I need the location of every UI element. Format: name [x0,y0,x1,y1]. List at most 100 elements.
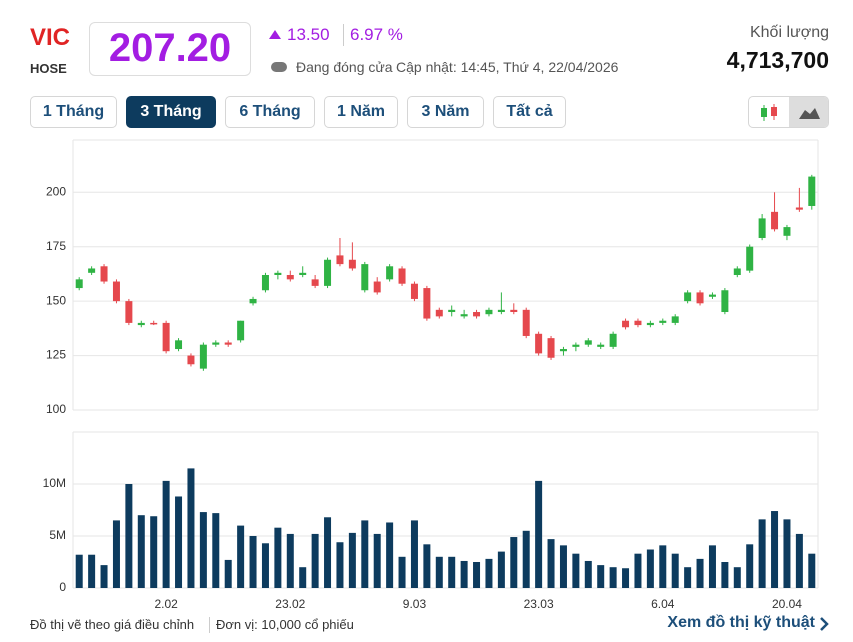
candle-body [584,340,592,345]
status-dot [271,62,287,72]
candle-body [510,309,518,313]
candle-body [274,272,282,275]
tab-active[interactable]: 3 Tháng [126,96,216,128]
symbol: VIC [30,24,71,51]
candle-body [733,268,741,275]
up-arrow [269,30,281,39]
volume-bar [535,480,543,588]
volume-bar [808,553,816,588]
candle-body [485,309,493,315]
price: 207.20 [108,26,232,70]
volume-bar [423,544,431,588]
volume-bar [721,562,729,588]
x-tick-label: 9.03 [403,597,427,611]
volume-bar [795,533,803,588]
volume-bar [547,539,555,588]
tab[interactable]: 3 Năm [407,96,484,128]
candle-icon[interactable] [749,97,789,127]
volume-bar [659,545,667,588]
volume-bar [435,556,443,588]
candle-body [448,309,456,313]
volume-bar [237,525,245,588]
chart-toggle [748,96,829,128]
candle-body [212,342,220,345]
candle-body [460,314,468,317]
candle-body [199,344,207,369]
volume-bar [150,516,158,588]
volume-bar [485,558,493,588]
candle-body [622,320,630,328]
volume-bar [398,556,406,588]
candle-body [435,309,443,317]
volume-bar [634,553,642,588]
candle-body [696,292,704,304]
volume-bar [783,519,791,588]
volume-bar [473,562,481,588]
volume-label: Khối lượng [749,24,829,41]
volume-bar [311,533,319,588]
volume-bar [299,567,307,588]
area-icon[interactable] [789,97,829,127]
volume-bar [125,484,133,588]
updated: Cập nhật: 14:45, Thứ 4, 22/04/2026 [396,59,619,75]
candle-body [299,272,307,275]
y-tick-label: 150 [46,293,66,307]
candle-body [311,279,319,286]
tab[interactable]: Tất cả [493,96,566,128]
x-tick-label: 23.03 [524,597,554,611]
candle-body [634,320,642,326]
tab[interactable]: 6 Tháng [225,96,315,128]
volume-bar [708,545,716,588]
candle-body [100,266,108,282]
footer-note: Đồ thị vẽ theo giá điều chỉnh [30,617,195,632]
volume-bar [733,567,741,588]
volume-bar [324,517,332,588]
candle-body [671,316,679,323]
volume-bar [410,520,418,588]
candle-body [758,218,766,238]
candle-body [808,176,816,206]
candle-body [473,312,481,317]
volume-bar [373,533,381,588]
volume-bar [212,513,220,588]
volume-bar [622,568,630,588]
tab[interactable]: 1 Tháng [30,96,117,128]
volume-bar [386,522,394,588]
candle-body [535,333,543,354]
volume-bar [112,520,120,588]
candle-body [423,288,431,319]
x-tick-label: 20.04 [772,597,802,611]
candle-body [398,268,406,284]
exchange: HOSE [30,61,67,76]
y-tick-label: 175 [46,239,66,253]
candle-body [336,255,344,265]
volume-bar [696,558,704,588]
volume-bar [559,545,567,588]
candle-body [224,342,232,345]
candle-body [162,322,170,352]
footer-unit: Đơn vị: 10,000 cổ phiếu [216,617,354,632]
volume-bar [771,511,779,588]
volume-bar [199,512,207,588]
candle-body [261,275,269,291]
candle-body [175,340,183,350]
volume-bar [175,496,183,588]
candle-body [522,309,530,336]
chevron[interactable] [818,616,830,632]
volume-bar [348,532,356,588]
price-box [89,22,251,76]
footer-link[interactable]: Xem đồ thị kỹ thuật [667,614,815,631]
candle-body [237,320,245,341]
candle-body [373,281,381,293]
volume-bar [75,554,83,588]
volume-bar [336,542,344,588]
change-pct: 6.97 % [350,25,403,44]
candle-body [708,294,716,297]
volume-bar [684,567,692,588]
candle-body [386,266,394,280]
volume-bar [88,554,96,588]
volume-bar [522,530,530,588]
volume-bar [609,567,617,588]
tab[interactable]: 1 Năm [324,96,398,128]
